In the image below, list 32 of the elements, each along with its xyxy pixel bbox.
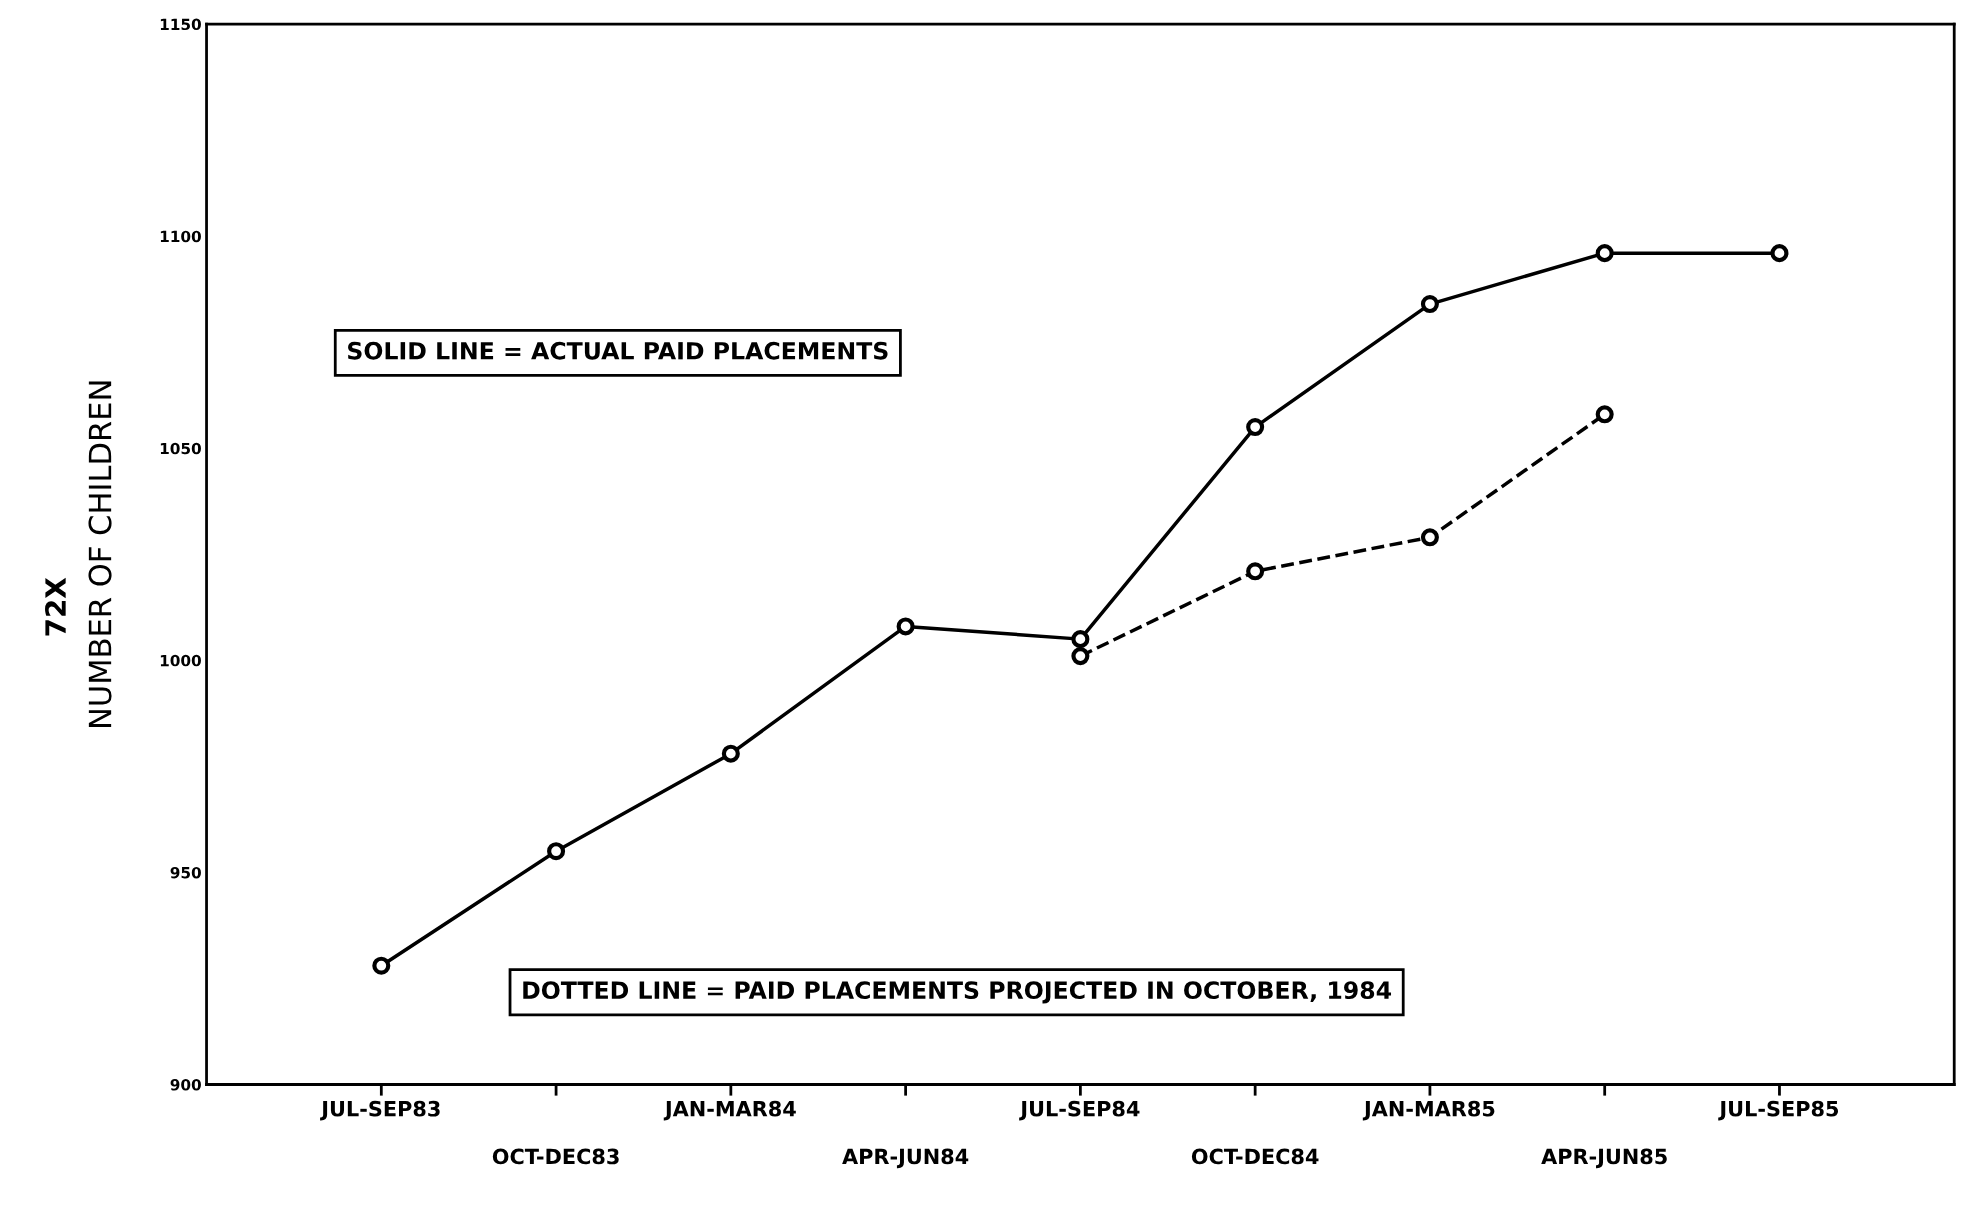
point <box>1246 418 1265 437</box>
x-tick-label: JUL-SEP84 <box>1019 1100 1140 1121</box>
x-tick-label: JAN-MAR85 <box>1362 1100 1495 1121</box>
point <box>547 842 566 861</box>
x-tick-label: JAN-MAR84 <box>663 1100 796 1121</box>
x-tick-label: JUL-SEP85 <box>1718 1100 1839 1121</box>
point <box>372 956 391 975</box>
point <box>1246 562 1265 581</box>
y-tick-label: 1000 <box>160 654 201 667</box>
point <box>1420 528 1439 547</box>
y-tick-label: 1050 <box>160 442 201 455</box>
y-tick-label: 1100 <box>160 230 201 243</box>
point <box>1595 405 1614 424</box>
y-axis-title: NUMBER OF CHILDREN <box>88 381 112 728</box>
y-tick-label: 900 <box>170 1078 201 1091</box>
text: 72X <box>45 577 66 636</box>
y-tick-label: 950 <box>170 866 201 879</box>
point <box>1420 295 1439 314</box>
point <box>1595 244 1614 263</box>
y-tick-label: 1150 <box>160 18 201 31</box>
x-tick-label: OCT-DEC83 <box>492 1148 619 1165</box>
x-tick-label: APR-JUN84 <box>842 1148 969 1169</box>
point <box>1770 244 1789 263</box>
x-tick-label: OCT-DEC84 <box>1191 1148 1319 1165</box>
point <box>1071 630 1090 649</box>
annotation: SOLID LINE = ACTUAL PAID PLACEMENTS <box>348 341 888 360</box>
point <box>721 744 740 763</box>
x-tick-label: JUL-SEP83 <box>320 1100 440 1121</box>
x-tick-label: APR-JUN85 <box>1541 1148 1667 1169</box>
point <box>1071 647 1090 666</box>
point <box>896 617 915 636</box>
annotation: DOTTED LINE = PAID PLACEMENTS PROJECTED IN OCTOBER, 1984 <box>523 981 1392 1004</box>
